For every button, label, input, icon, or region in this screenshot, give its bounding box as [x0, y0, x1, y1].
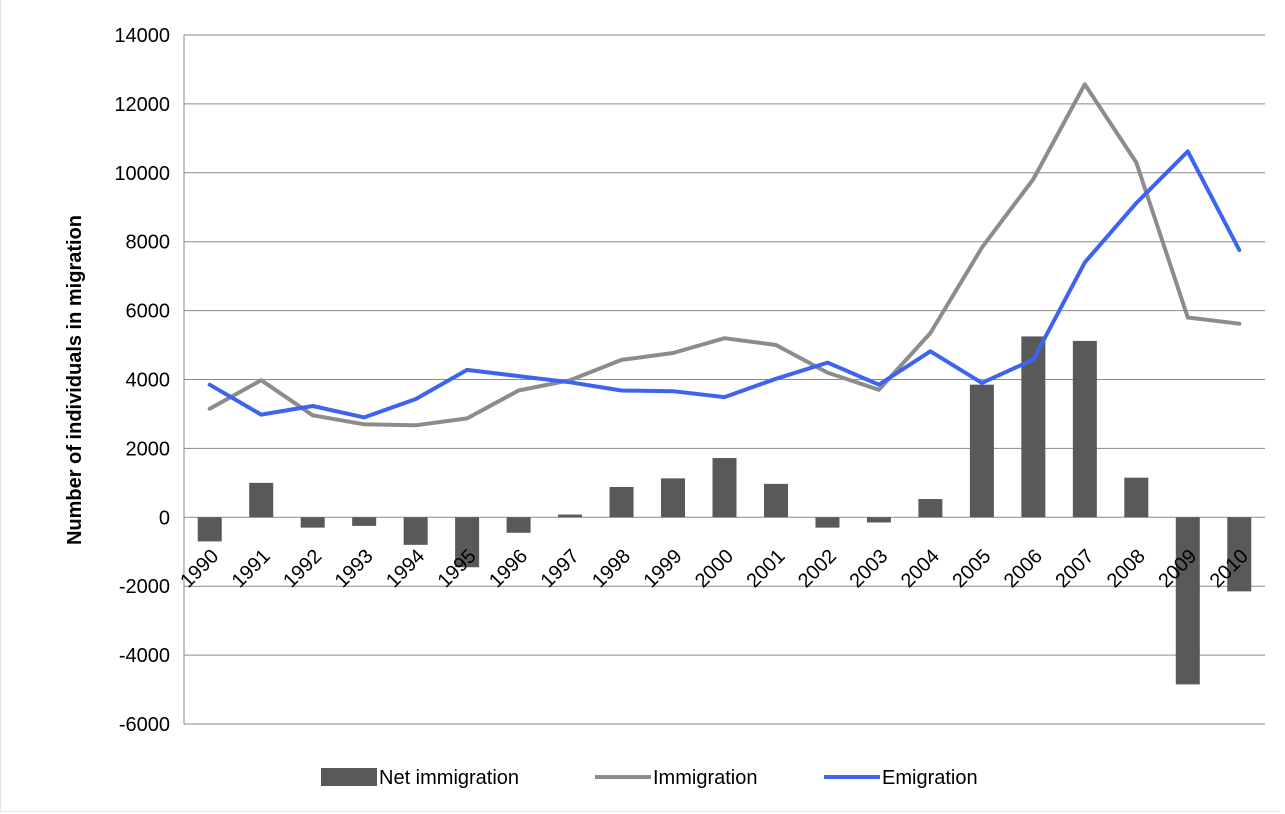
bar-net-immigration-2000: [712, 458, 737, 518]
x-tick-label: 1994: [382, 545, 429, 592]
bar-net-immigration-2004: [918, 499, 943, 518]
bar-net-immigration-2001: [763, 483, 788, 518]
y-tick-label: 0: [159, 507, 170, 529]
bar-net-immigration-1990: [197, 517, 222, 542]
x-tick-label: 1990: [176, 545, 223, 592]
x-axis-tick-labels: 1990 1991 1992 1993 1994 1995 1996 1997 1998 1999…: [176, 545, 1253, 592]
bar-net-immigration-2009: [1175, 517, 1200, 685]
line-immigration: [207, 82, 1242, 428]
x-tick-label: 1997: [537, 545, 584, 592]
bar-net-immigration-1999: [661, 478, 686, 518]
y-axis-tick-labels: -6000 -4000 -2000 0 2000 4000 6000 8000 10000 120…: [114, 25, 170, 736]
legend: Net immigration Immigration Emigration: [321, 767, 978, 789]
bar-net-immigration-1995: [455, 517, 480, 568]
y-tick-label: 6000: [126, 301, 171, 323]
y-tick-label: 14000: [114, 25, 170, 47]
y-tick-label: 12000: [114, 94, 170, 116]
x-tick-label: 2002: [794, 545, 841, 592]
bar-net-immigration-1997: [558, 514, 583, 518]
x-tick-label: 1993: [331, 545, 378, 592]
y-tick-label: 10000: [114, 163, 170, 185]
x-tick-label: 1998: [588, 545, 635, 592]
x-tick-label: 1992: [279, 545, 326, 592]
x-tick-label: 1996: [485, 545, 532, 592]
x-tick-label: 2006: [1000, 545, 1047, 592]
y-tick-label: 2000: [126, 438, 171, 460]
x-tick-label: 2001: [742, 545, 789, 592]
bar-net-immigration-2010: [1227, 517, 1252, 592]
y-tick-label: -6000: [119, 714, 170, 736]
bar-net-immigration-1994: [403, 517, 428, 545]
y-axis-title: Number of individuals in migration: [64, 215, 86, 545]
legend-item-net-immigration: Net immigration: [321, 767, 519, 789]
bar-net-immigration-2007: [1072, 340, 1097, 518]
y-tick-label: 4000: [126, 370, 171, 392]
legend-label: Emigration: [882, 767, 978, 789]
x-tick-label: 1991: [228, 545, 275, 592]
bar-net-immigration-2008: [1124, 477, 1149, 518]
gridlines: [183, 34, 1265, 725]
bar-series-net-immigration: [197, 336, 1252, 685]
legend-label: Immigration: [653, 767, 757, 789]
bar-net-immigration-1993: [352, 517, 377, 526]
x-tick-label: 1999: [640, 545, 687, 592]
bar-net-immigration-1991: [249, 482, 274, 518]
x-tick-label: 2004: [897, 545, 944, 592]
bar-net-immigration-2006: [1021, 336, 1046, 518]
legend-item-immigration: Immigration: [595, 767, 757, 789]
bar-net-immigration-1998: [609, 486, 634, 518]
legend-item-emigration: Emigration: [824, 767, 978, 789]
x-tick-label: 2007: [1051, 545, 1098, 592]
y-tick-label: -4000: [119, 645, 170, 667]
x-tick-label: 2003: [845, 545, 892, 592]
bar-net-immigration-2005: [969, 384, 994, 518]
bar-net-immigration-2003: [866, 517, 891, 523]
x-tick-label: 2008: [1103, 545, 1150, 592]
y-tick-label: -2000: [119, 576, 170, 598]
x-tick-label: 2000: [691, 545, 738, 592]
line-emigration: [207, 149, 1242, 420]
x-tick-label: 2005: [948, 545, 995, 592]
bar-net-immigration-1992: [300, 517, 325, 528]
bar-net-immigration-1996: [506, 517, 531, 533]
legend-swatch: [321, 768, 377, 786]
line-series: [207, 82, 1242, 428]
legend-label: Net immigration: [379, 767, 519, 789]
bar-net-immigration-2002: [815, 517, 840, 528]
y-tick-label: 8000: [126, 232, 171, 254]
